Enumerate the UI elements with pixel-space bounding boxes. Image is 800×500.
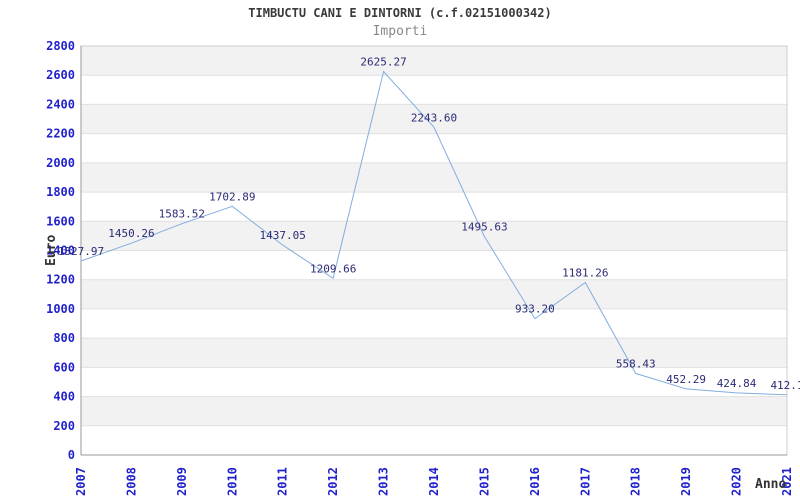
x-axis-tick-label: 2012 bbox=[326, 467, 340, 496]
plot-band bbox=[81, 279, 787, 309]
y-axis-tick-label: 800 bbox=[53, 331, 75, 345]
data-point-label: 412.1 bbox=[770, 379, 800, 392]
x-axis-tick-label: 2021 bbox=[780, 467, 794, 496]
x-axis-tick-label: 2010 bbox=[225, 467, 239, 496]
y-axis-tick-label: 1000 bbox=[46, 302, 75, 316]
x-axis-tick-label: 2009 bbox=[175, 467, 189, 496]
data-point-label: 933.20 bbox=[515, 303, 555, 316]
y-axis-tick-label: 2400 bbox=[46, 97, 75, 111]
x-axis-tick-label: 2015 bbox=[477, 467, 491, 496]
data-point-label: 1450.26 bbox=[108, 227, 154, 240]
data-point-label: 1209.66 bbox=[310, 262, 356, 275]
y-axis-tick-label: 0 bbox=[68, 448, 75, 462]
y-axis-tick-label: 200 bbox=[53, 419, 75, 433]
y-axis-tick-label: 600 bbox=[53, 360, 75, 374]
x-axis-tick-label: 2007 bbox=[74, 467, 88, 496]
plot-band bbox=[81, 221, 787, 251]
plot-band bbox=[81, 396, 787, 426]
x-axis-title: Anno bbox=[755, 477, 787, 492]
data-point-label: 558.43 bbox=[616, 357, 656, 370]
y-axis-tick-label: 2000 bbox=[46, 156, 75, 170]
chart-title: TIMBUCTU CANI E DINTORNI (c.f.0215100034… bbox=[248, 6, 552, 20]
y-axis-title: Euro bbox=[44, 234, 59, 266]
y-axis-tick-label: 2800 bbox=[46, 39, 75, 53]
data-point-label: 2625.27 bbox=[360, 56, 406, 69]
data-point-label: 424.84 bbox=[717, 377, 757, 390]
y-axis-tick-label: 2600 bbox=[46, 68, 75, 82]
plot-band bbox=[81, 338, 787, 368]
data-point-label: 1583.52 bbox=[159, 208, 205, 221]
x-axis-tick-label: 2011 bbox=[276, 467, 290, 496]
data-point-label: 2243.60 bbox=[411, 111, 457, 124]
data-point-label: 1437.05 bbox=[260, 229, 306, 242]
data-point-label: 1495.63 bbox=[461, 221, 507, 234]
data-point-label: 1327.97 bbox=[58, 245, 104, 258]
x-axis-tick-label: 2019 bbox=[679, 467, 693, 496]
plot-band bbox=[81, 104, 787, 134]
x-axis-tick-label: 2013 bbox=[377, 467, 391, 496]
data-point-label: 1702.89 bbox=[209, 190, 255, 203]
data-point-label: 1181.26 bbox=[562, 266, 608, 279]
x-axis-tick-label: 2014 bbox=[427, 467, 441, 496]
x-axis-tick-label: 2020 bbox=[730, 467, 744, 496]
x-axis-tick-label: 2017 bbox=[578, 467, 592, 496]
plot-band bbox=[81, 46, 787, 76]
chart-subtitle: Importi bbox=[372, 24, 428, 39]
data-point-label: 452.29 bbox=[666, 373, 706, 386]
y-axis-tick-label: 1400 bbox=[46, 244, 75, 258]
y-axis-tick-label: 1600 bbox=[46, 214, 75, 228]
y-axis-tick-label: 1800 bbox=[46, 185, 75, 199]
y-axis-tick-label: 1200 bbox=[46, 273, 75, 287]
x-axis-tick-label: 2018 bbox=[629, 467, 643, 496]
plot-band bbox=[81, 162, 787, 193]
x-axis-tick-label: 2008 bbox=[124, 467, 138, 496]
x-axis-tick-label: 2016 bbox=[528, 467, 542, 496]
y-axis-tick-label: 400 bbox=[53, 390, 75, 404]
y-axis-tick-label: 2200 bbox=[46, 127, 75, 141]
data-line bbox=[80, 70, 788, 396]
